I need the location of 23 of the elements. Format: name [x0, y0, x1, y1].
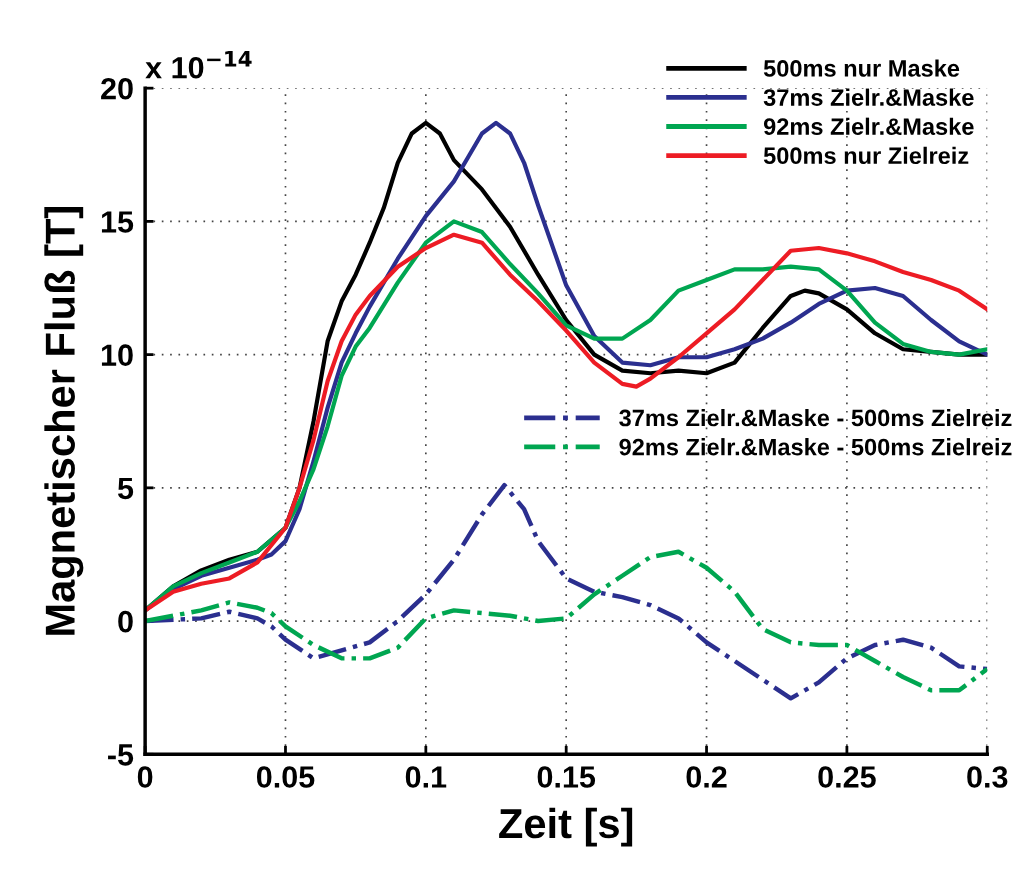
y-tick-label: -5 [108, 744, 134, 766]
x-axis-title: Zeit [s] [499, 807, 633, 847]
legend-label: 500ms nur Zielreiz [763, 146, 969, 165]
x-tick-label: 0.3 [967, 766, 1008, 788]
y-tick-label: 20 [101, 77, 133, 100]
y-tick-label: 0 [118, 610, 133, 633]
text: x 10$^{−14}$ [145, 51, 252, 79]
line-series [145, 549, 988, 693]
x-tick-label: 0.25 [818, 766, 876, 788]
y-tick-label: 5 [117, 477, 134, 500]
y-tick-label: 10 [101, 344, 133, 366]
x-tick-label: 0.05 [256, 766, 315, 788]
x-tick-label: 0.2 [686, 766, 727, 788]
y-axis-title: Magnetischer Fluß [T] [44, 207, 84, 635]
legend-label: 92ms Zielr.&Maske [763, 117, 974, 135]
legend-label: 92ms Zielr.&Maske - 500ms Zielreiz [619, 438, 1012, 456]
x-tick-label: 0.15 [537, 766, 596, 788]
x-tick-label: 0 [137, 766, 153, 788]
legend-label: 37ms Zielr.&Maske - 500ms Zielreiz [619, 408, 1012, 427]
y-tick-label: 15 [101, 211, 134, 233]
legend-label: 37ms Zielr.&Maske [763, 88, 974, 106]
x-tick-label: 0.1 [405, 766, 447, 788]
legend-label: 500ms nur Maske [763, 59, 960, 77]
